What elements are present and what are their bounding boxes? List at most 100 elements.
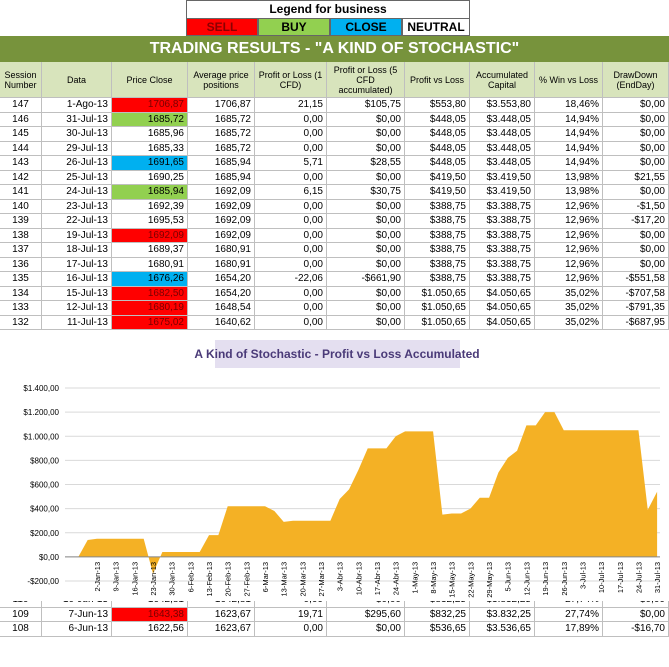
table-cell: 138: [0, 228, 42, 243]
table-cell: $0,00: [327, 112, 405, 127]
table-cell: $1.050,65: [405, 286, 470, 301]
table-cell: $3.832,25: [470, 601, 535, 608]
table-cell: 12,96%: [535, 243, 603, 258]
table-cell: 24-Jul-13: [42, 185, 112, 200]
table-cell: $0,00: [327, 622, 405, 637]
table-cell: 1-Ago-13: [42, 98, 112, 113]
table-cell: 12,96%: [535, 214, 603, 229]
x-tick-label: 3-Jul-13: [578, 562, 587, 589]
y-tick-label: $0,00: [39, 553, 60, 562]
x-tick-label: 13-Feb-13: [205, 562, 214, 597]
table-cell: 140: [0, 199, 42, 214]
y-tick-label: $600,00: [30, 481, 59, 490]
table-cell: 1648,54: [188, 301, 255, 316]
table-cell: 1654,20: [188, 272, 255, 287]
x-tick-label: 12-Jun-13: [522, 562, 531, 596]
table-cell: $0,00: [603, 257, 669, 272]
table-cell: 22-Jul-13: [42, 214, 112, 229]
table-cell: -$661,90: [327, 272, 405, 287]
table-cell: 1692,09: [188, 199, 255, 214]
table-cell: 17-Jul-13: [42, 257, 112, 272]
table-cell: 145: [0, 127, 42, 142]
y-tick-label: $800,00: [30, 456, 59, 465]
table-title: TRADING RESULTS - "A KIND OF STOCHASTIC": [0, 36, 669, 62]
table-cell: 10-Jun-13: [42, 601, 112, 608]
table-cell: $0,00: [603, 98, 669, 113]
table-cell: 11-Jul-13: [42, 315, 112, 330]
table-cell: 1706,87: [112, 98, 188, 113]
y-tick-label: $1.200,00: [23, 408, 59, 417]
table-cell: 0,00: [255, 243, 327, 258]
table-cell: 1692,09: [112, 228, 188, 243]
x-tick-label: 16-Jan-13: [130, 562, 139, 596]
table-cell: 5,71: [255, 156, 327, 171]
x-tick-label: 24-Abr-13: [392, 562, 401, 595]
x-tick-label: 9-Jan-13: [112, 562, 121, 592]
table-cell: $0,00: [603, 185, 669, 200]
x-tick-label: 8-May-13: [429, 562, 438, 594]
table-cell: 1643,38: [112, 607, 188, 622]
header-cell: % Win vs Loss: [535, 62, 603, 98]
table-cell: 19-Jul-13: [42, 228, 112, 243]
chart: A Kind of Stochastic - Profit vs Loss Ac…: [23, 340, 662, 598]
table-cell: 35,02%: [535, 315, 603, 330]
table-cell: 13,98%: [535, 170, 603, 185]
table-cell: 19,71: [255, 607, 327, 622]
table-cell: -$16,70: [603, 622, 669, 637]
x-tick-label: 26-Jun-13: [560, 562, 569, 596]
x-tick-label: 23-Jan-13: [149, 562, 158, 596]
table-cell: 1685,72: [188, 127, 255, 142]
header-cell: Session Number: [0, 62, 42, 98]
table-cell: 12-Jul-13: [42, 301, 112, 316]
table-cell: $388,75: [405, 257, 470, 272]
table-cell: $0,00: [327, 301, 405, 316]
table-cell: 1690,25: [112, 170, 188, 185]
table-cell: $4.050,65: [470, 286, 535, 301]
results-table-continued: 11010-Jun-131642,811642,810,00$0,00$832,…: [0, 601, 669, 641]
table-cell: 0,00: [255, 622, 327, 637]
table-cell: $0,00: [327, 257, 405, 272]
table-cell: $3.388,75: [470, 228, 535, 243]
y-tick-label: -$200,00: [27, 577, 59, 586]
table-cell: 132: [0, 315, 42, 330]
table-cell: 18-Jul-13: [42, 243, 112, 258]
x-tick-label: 24-Jul-13: [634, 562, 643, 593]
table-cell: 18,46%: [535, 98, 603, 113]
table-cell: $419,50: [405, 170, 470, 185]
table-cell: $419,50: [405, 185, 470, 200]
table-cell: -$687,95: [603, 315, 669, 330]
table-cell: $448,05: [405, 141, 470, 156]
table-cell: 0,00: [255, 199, 327, 214]
table-cell: $3.553,80: [470, 98, 535, 113]
table-cell: $553,80: [405, 98, 470, 113]
table-cell: $3.448,05: [470, 127, 535, 142]
table-cell: 25-Jul-13: [42, 170, 112, 185]
x-tick-label: 2-Jan-13: [93, 562, 102, 592]
table-cell: $0,00: [603, 127, 669, 142]
table-cell: 15-Jul-13: [42, 286, 112, 301]
table-cell: $3.536,65: [470, 622, 535, 637]
table-cell: $536,65: [405, 622, 470, 637]
table-cell: 0,00: [255, 257, 327, 272]
table-cell: 1692,09: [188, 228, 255, 243]
table-cell: 108: [0, 622, 42, 637]
table-cell: 1685,94: [188, 170, 255, 185]
header-cell: Average price positions: [188, 62, 255, 98]
table-cell: 35,02%: [535, 301, 603, 316]
table-cell: $0,00: [603, 243, 669, 258]
table-cell: $388,75: [405, 214, 470, 229]
table-cell: $295,60: [327, 607, 405, 622]
table-cell: $388,75: [405, 199, 470, 214]
table-cell: 0,00: [255, 301, 327, 316]
table-cell: 14,94%: [535, 127, 603, 142]
table-cell: 13,98%: [535, 185, 603, 200]
table-cell: 1692,39: [112, 199, 188, 214]
table-cell: $4.050,65: [470, 301, 535, 316]
table-cell: $448,05: [405, 156, 470, 171]
table-cell: 0,00: [255, 286, 327, 301]
table-cell: 133: [0, 301, 42, 316]
table-cell: 1654,20: [188, 286, 255, 301]
x-tick-label: 31-Jul-13: [653, 562, 662, 593]
table-cell: 0,00: [255, 141, 327, 156]
x-tick-label: 6-Feb-13: [186, 562, 195, 592]
